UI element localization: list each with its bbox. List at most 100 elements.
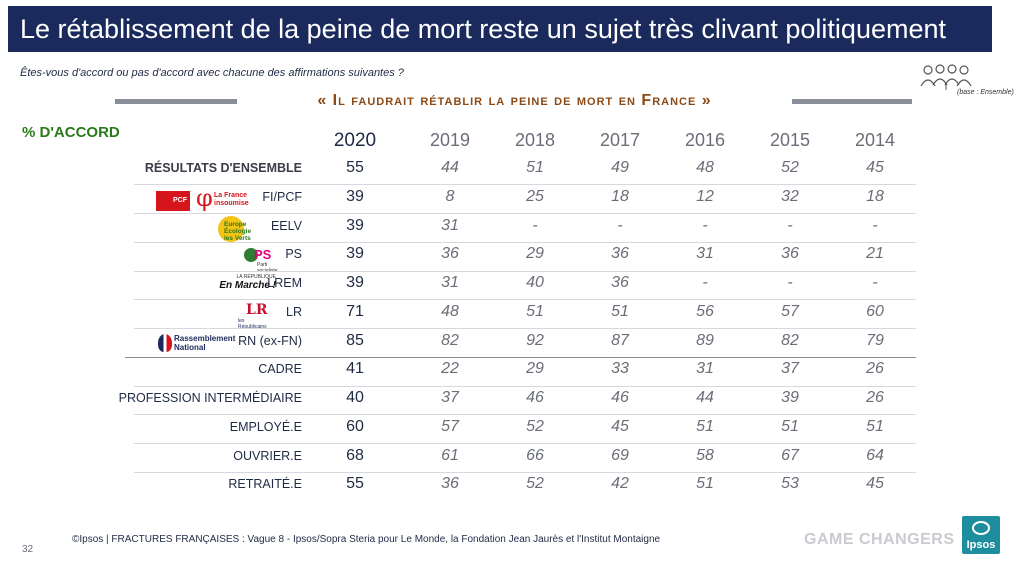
table-row: CADRE 41 22 29 33 31 37 26 (0, 357, 1024, 385)
table-cell: 51 (526, 302, 544, 320)
lfi-logo-line1: La France (214, 191, 248, 199)
table-cell: 29 (526, 360, 544, 378)
row-separator (134, 471, 916, 473)
table-cell: 45 (866, 159, 884, 176)
table-cell: 45 (866, 475, 884, 493)
year-header-6: 2014 (854, 130, 896, 150)
lrem-logo-sup: LA RÉPUBLIQUE (236, 274, 276, 280)
table-cell: 31 (696, 245, 714, 263)
table-row: OUVRIER.E 68 61 66 69 58 67 64 (0, 444, 1024, 472)
table-row: RETRAITÉ.E 55 36 52 42 51 53 45 (0, 472, 1024, 500)
row-label: LR (286, 304, 302, 319)
ps-logo-text: PS (254, 247, 272, 263)
ipsos-logo-icon: Ipsos (962, 516, 1000, 554)
table-cell: 51 (526, 159, 544, 176)
page-title: Le rétablissement de la peine de mort re… (8, 6, 992, 52)
table-cell: 82 (441, 331, 459, 349)
table-cell: 46 (611, 389, 629, 406)
row-label: RÉSULTATS D'ENSEMBLE (144, 161, 302, 175)
people-group-icon (920, 64, 972, 90)
row-label: RETRAITÉ.E (228, 477, 302, 492)
table-cell: 33 (611, 360, 629, 378)
row-separator (134, 270, 916, 272)
table-cell: 55 (346, 475, 364, 493)
table-cell: 56 (696, 302, 714, 320)
table-cell: 67 (781, 446, 799, 464)
table-cell: 18 (866, 187, 884, 205)
percent-agree-label: % D'ACCORD (22, 124, 120, 141)
table-cell: 44 (696, 389, 714, 406)
year-header-3: 2017 (599, 130, 641, 150)
row-separator (134, 443, 916, 444)
lrem-logo-icon: LA RÉPUBLIQUE En Marche ! (196, 274, 276, 296)
table-cell: 66 (526, 446, 544, 464)
table-cell: 36 (441, 245, 459, 263)
table-cell: 51 (781, 417, 799, 435)
row-label: EMPLOYÉ.E (229, 419, 302, 434)
table-row: LR LR les Républicains 71 48 51 51 56 57 60 (0, 300, 1024, 330)
table-cell: 49 (611, 159, 629, 176)
table-cell: 85 (346, 331, 364, 349)
question-banner: « Il faudrait rétablir la peine de mort … (0, 92, 1024, 110)
table-cell: 36 (611, 245, 629, 263)
eelv-logo-line1: Europe (224, 220, 247, 228)
table-row: LREM LA RÉPUBLIQUE En Marche ! 39 31 40 36 -… (0, 271, 1024, 299)
row-separator (134, 184, 916, 186)
table-cell: - (872, 216, 878, 234)
table-cell: 39 (346, 245, 364, 263)
table-cell: 82 (781, 331, 799, 349)
table-cell: 44 (441, 159, 459, 176)
table-cell: 36 (781, 245, 799, 263)
table-cell: 52 (781, 159, 799, 176)
table-row: FI/PCF PCF φ La France insoumise 39 8 25 18 12… (0, 184, 1024, 213)
eelv-logo-line3: les Verts (224, 234, 251, 242)
source-footer: ©Ipsos | FRACTURES FRANÇAISES : Vague 8 … (72, 534, 661, 545)
table-cell: 8 (445, 187, 455, 205)
lr-logo-icon: LR les Républicains (238, 301, 268, 330)
rn-logo-line1: Rassemblement (174, 333, 236, 343)
table-cell: 60 (866, 302, 884, 320)
question-statement: « Il faudrait rétablir la peine de mort … (317, 92, 712, 109)
table-cell: 52 (526, 475, 544, 493)
table-cell: 12 (696, 187, 714, 205)
table-cell: 48 (441, 302, 459, 320)
table-cell: 69 (611, 446, 629, 464)
row-label: CADRE (258, 362, 302, 377)
year-header-2: 2018 (514, 130, 556, 150)
row-label: LREM (267, 276, 302, 290)
table-cell: - (787, 274, 793, 291)
table-cell: 36 (441, 475, 459, 493)
table-cell: 51 (866, 417, 884, 435)
table-cell: 29 (526, 245, 544, 263)
survey-question-subtitle: Êtes-vous d'accord ou pas d'accord avec … (20, 67, 404, 79)
base-note: (base : Ensemble) (957, 89, 1014, 96)
lr-logo-main: LR (246, 301, 268, 318)
year-header-4: 2016 (684, 130, 726, 150)
table-cell: 18 (611, 187, 629, 205)
table-cell: - (787, 216, 793, 234)
table-cell: 89 (696, 331, 714, 349)
row-separator (134, 414, 916, 416)
table-cell: 46 (526, 389, 544, 406)
table-cell: - (617, 216, 623, 234)
row-separator (134, 241, 916, 243)
pcf-logo-icon: PCF (156, 190, 190, 211)
table-cell: 26 (866, 389, 884, 406)
row-label: FI/PCF (262, 189, 302, 204)
table-cell: - (872, 274, 878, 291)
divider-right (792, 99, 912, 104)
lr-logo-sub: les Républicains (238, 317, 267, 330)
table-cell: 61 (441, 446, 459, 464)
row-label: OUVRIER.E (233, 448, 302, 463)
row-label: PROFESSION INTERMÉDIAIRE (118, 391, 302, 405)
table-cell: 31 (696, 360, 714, 378)
ipsos-logo-text: Ipsos (966, 539, 996, 551)
lfi-logo-line2: insoumise (214, 199, 249, 207)
table-cell: 25 (526, 187, 544, 205)
table-row: EELV Europe Écologie les Verts 39 31 - - - - - (0, 214, 1024, 242)
table-cell: - (702, 274, 708, 291)
table-cell: - (702, 216, 708, 234)
table-cell: 31 (441, 216, 459, 234)
table-cell: 58 (696, 446, 714, 464)
table-cell: 39 (346, 274, 364, 291)
